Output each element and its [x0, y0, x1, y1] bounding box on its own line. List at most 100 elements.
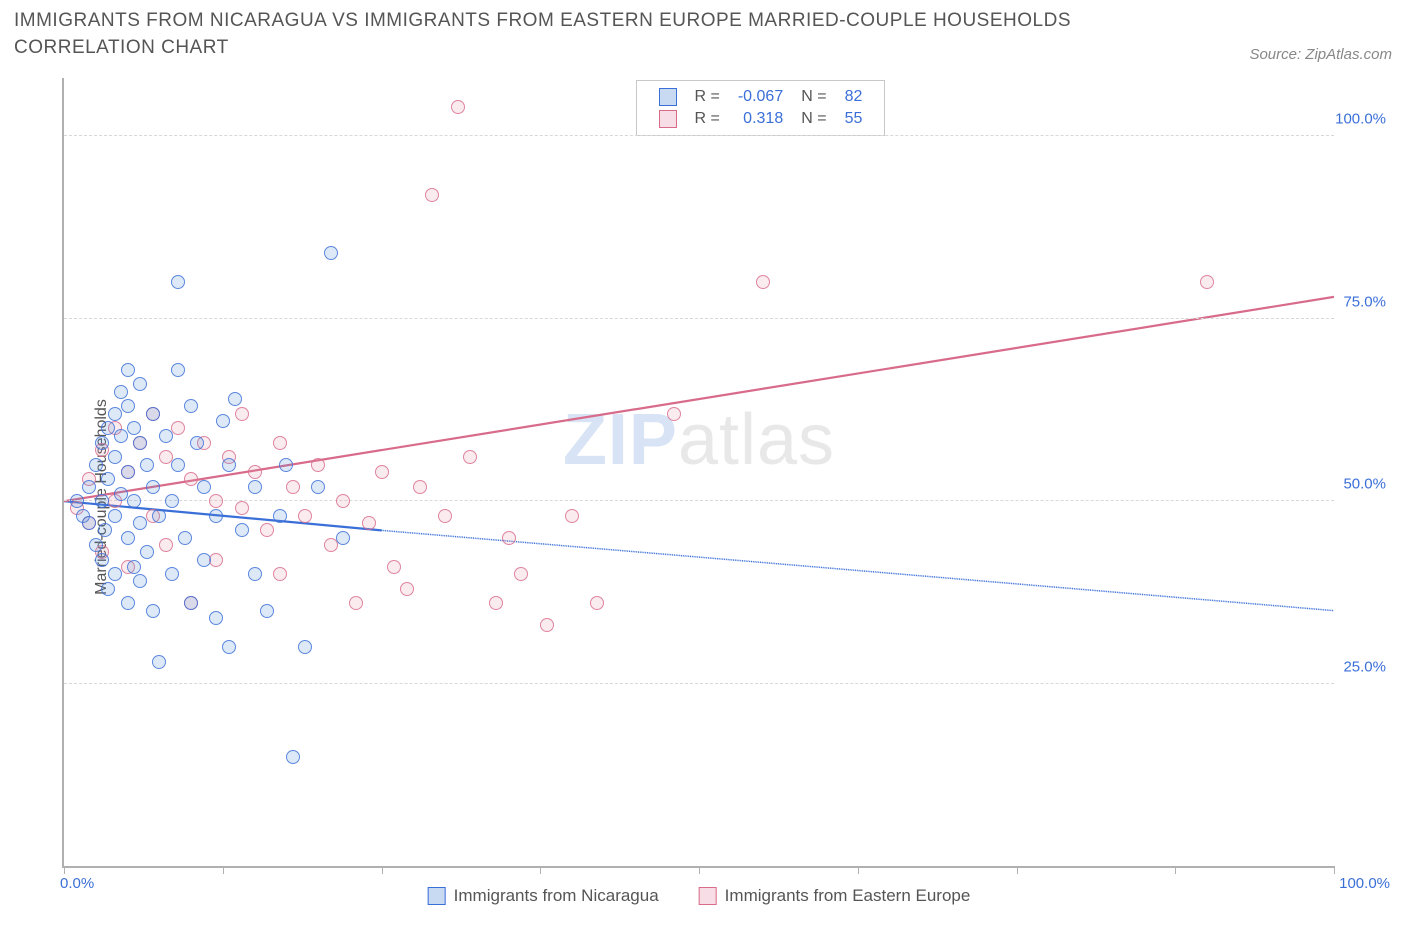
data-point	[114, 429, 128, 443]
xtick	[382, 866, 383, 874]
data-point	[298, 509, 312, 523]
data-point	[1200, 275, 1214, 289]
data-point	[375, 465, 389, 479]
data-point	[82, 516, 96, 530]
data-point	[190, 436, 204, 450]
data-point	[146, 480, 160, 494]
data-point	[248, 480, 262, 494]
data-point	[362, 516, 376, 530]
data-point	[324, 246, 338, 260]
data-point	[349, 596, 363, 610]
swatch-b	[699, 887, 717, 905]
legend-label-a: Immigrants from Nicaragua	[454, 886, 659, 906]
data-point	[667, 407, 681, 421]
data-point	[235, 501, 249, 515]
data-point	[197, 553, 211, 567]
data-point	[133, 436, 147, 450]
data-point	[451, 100, 465, 114]
data-point	[502, 531, 516, 545]
data-point	[127, 421, 141, 435]
r-label: R =	[687, 109, 728, 129]
data-point	[121, 399, 135, 413]
data-point	[273, 436, 287, 450]
source-attribution: Source: ZipAtlas.com	[1249, 46, 1392, 63]
data-point	[514, 567, 528, 581]
n-label: N =	[793, 109, 834, 129]
data-point	[82, 480, 96, 494]
data-point	[171, 363, 185, 377]
data-point	[273, 567, 287, 581]
data-point	[171, 458, 185, 472]
data-point	[209, 509, 223, 523]
data-point	[114, 385, 128, 399]
data-point	[146, 407, 160, 421]
data-point	[400, 582, 414, 596]
data-point	[197, 480, 211, 494]
data-point	[121, 596, 135, 610]
gridline	[64, 135, 1334, 136]
x-max-label: 100.0%	[1339, 875, 1390, 892]
data-point	[95, 494, 109, 508]
data-point	[89, 538, 103, 552]
chart-container: Married-couple Households ZIPatlas R = -…	[14, 78, 1392, 916]
data-point	[260, 604, 274, 618]
xtick	[64, 866, 65, 874]
n-value-b: 55	[837, 109, 871, 129]
data-point	[565, 509, 579, 523]
data-point	[324, 538, 338, 552]
ytick-label: 50.0%	[1343, 476, 1386, 493]
data-point	[222, 458, 236, 472]
data-point	[95, 436, 109, 450]
data-point	[413, 480, 427, 494]
data-point	[133, 516, 147, 530]
n-value-a: 82	[837, 87, 871, 107]
data-point	[108, 407, 122, 421]
data-point	[171, 275, 185, 289]
xtick	[223, 866, 224, 874]
xtick	[1017, 866, 1018, 874]
data-point	[216, 414, 230, 428]
data-point	[101, 582, 115, 596]
legend-label-b: Immigrants from Eastern Europe	[725, 886, 971, 906]
gridline	[64, 683, 1334, 684]
data-point	[279, 458, 293, 472]
data-point	[140, 458, 154, 472]
data-point	[152, 509, 166, 523]
data-point	[260, 523, 274, 537]
data-point	[121, 465, 135, 479]
chart-header: IMMIGRANTS FROM NICARAGUA VS IMMIGRANTS …	[14, 8, 1392, 61]
data-point	[336, 531, 350, 545]
xtick	[858, 866, 859, 874]
data-point	[425, 188, 439, 202]
data-point	[140, 545, 154, 559]
data-point	[108, 509, 122, 523]
data-point	[184, 399, 198, 413]
ytick-label: 75.0%	[1343, 293, 1386, 310]
data-point	[209, 553, 223, 567]
data-point	[184, 596, 198, 610]
data-point	[387, 560, 401, 574]
plot-area: ZIPatlas R = -0.067 N = 82 R = 0.318 N =…	[62, 78, 1334, 868]
data-point	[235, 407, 249, 421]
r-value-a: -0.067	[730, 87, 791, 107]
ytick-label: 100.0%	[1335, 111, 1386, 128]
data-point	[159, 538, 173, 552]
data-point	[121, 363, 135, 377]
data-point	[311, 458, 325, 472]
data-point	[336, 494, 350, 508]
bottom-legend: Immigrants from Nicaragua Immigrants fro…	[428, 886, 971, 906]
data-point	[70, 494, 84, 508]
r-label: R =	[687, 87, 728, 107]
data-point	[756, 275, 770, 289]
data-point	[133, 377, 147, 391]
data-point	[209, 611, 223, 625]
watermark-atlas: atlas	[678, 400, 835, 480]
legend-item-b: Immigrants from Eastern Europe	[699, 886, 971, 906]
data-point	[146, 604, 160, 618]
legend-row-b: R = 0.318 N = 55	[651, 109, 871, 129]
xtick	[540, 866, 541, 874]
data-point	[178, 531, 192, 545]
data-point	[540, 618, 554, 632]
data-point	[286, 480, 300, 494]
swatch-series-b	[659, 110, 677, 128]
